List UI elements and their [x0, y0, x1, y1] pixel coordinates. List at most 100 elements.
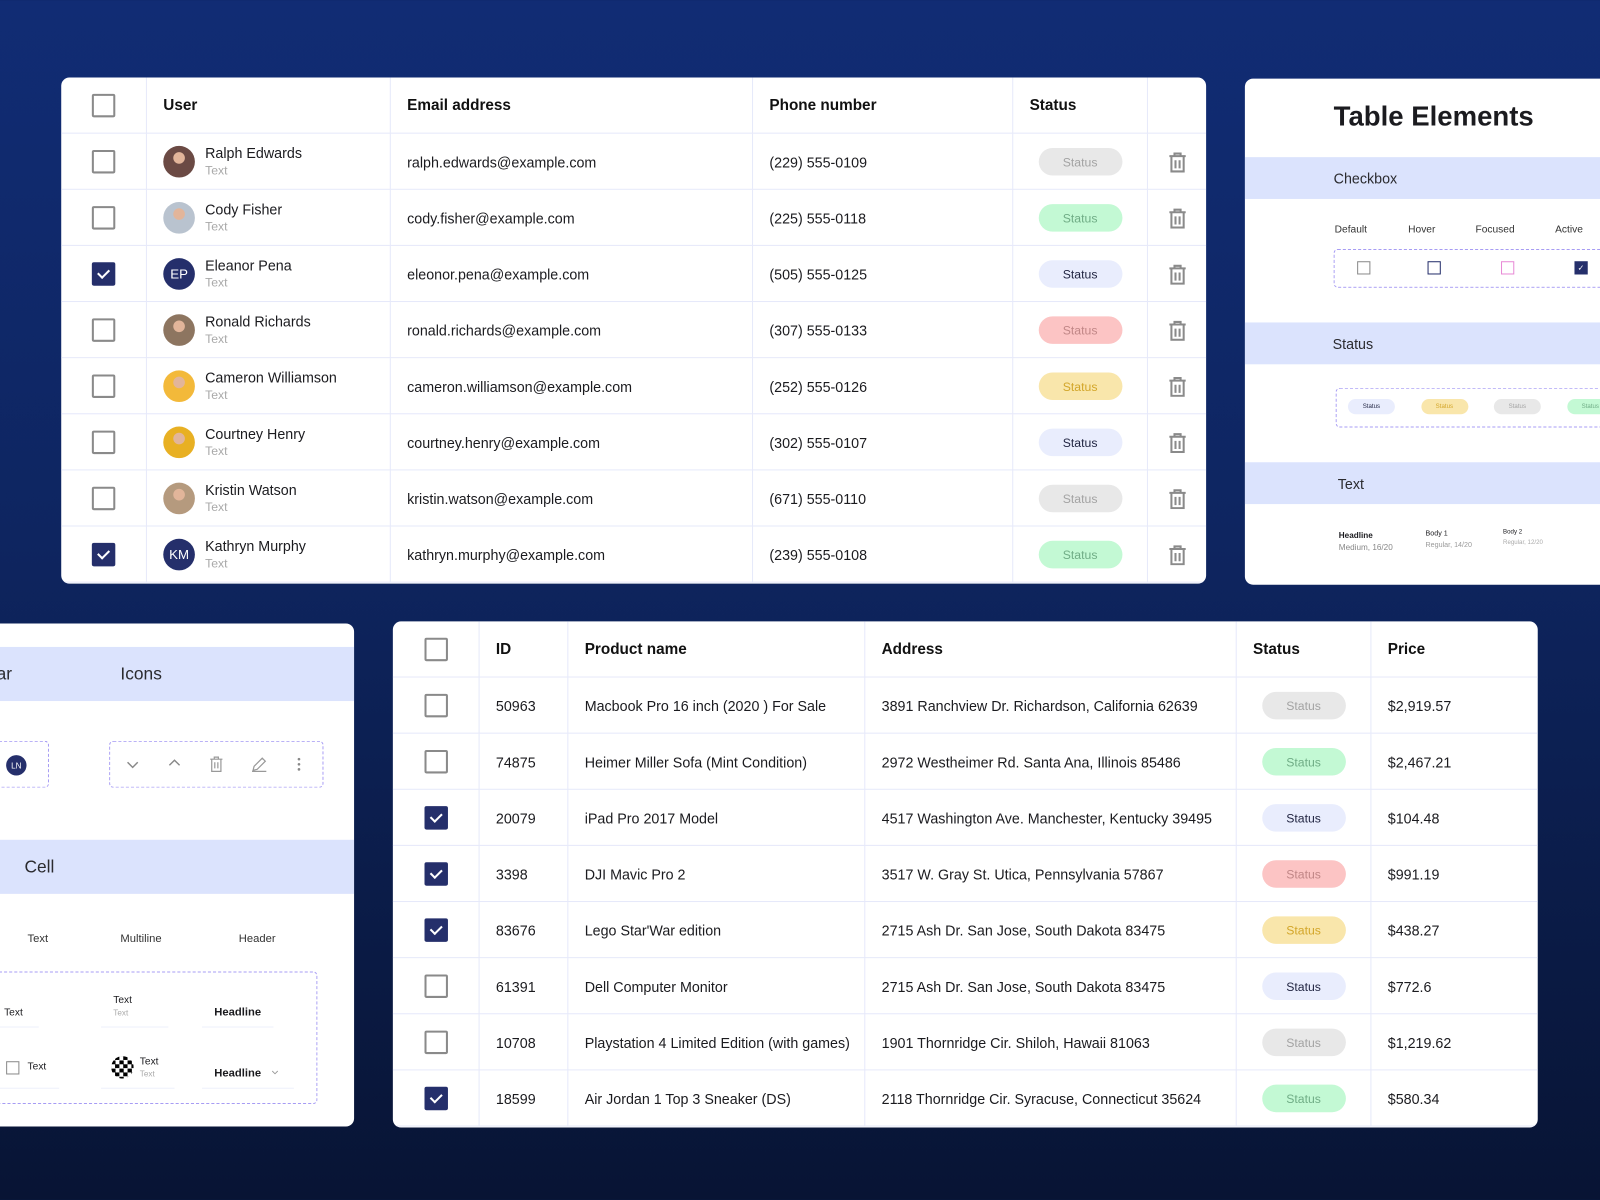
status-samples-group: Status Status Status Status — [1335, 387, 1600, 428]
checkbox-active[interactable]: ✓ — [1574, 261, 1588, 275]
checkbox-state-label: Default — [1334, 224, 1368, 236]
select-all-checkbox[interactable] — [91, 93, 116, 118]
row-checkbox[interactable] — [91, 542, 116, 567]
status-badge: Status — [1261, 747, 1346, 776]
status-badge-sample: Status — [1566, 398, 1600, 415]
row-checkbox[interactable] — [91, 206, 116, 230]
row-checkbox[interactable] — [91, 262, 116, 286]
checkbox-state-label: Focused — [1475, 224, 1515, 236]
trash-icon[interactable] — [1168, 432, 1186, 453]
checkbox-hover[interactable] — [1427, 261, 1441, 275]
text-style-headline: Headline Medium, 16/20 — [1339, 531, 1393, 552]
user-name: Eleanor Pena — [205, 256, 292, 273]
status-badge-sample: Status — [1347, 398, 1395, 415]
cell-label: Text — [27, 1061, 47, 1073]
product-id: 10708 — [495, 1034, 536, 1051]
chevron-up-icon[interactable] — [167, 756, 181, 770]
row-checkbox[interactable] — [423, 749, 448, 774]
column-header-status[interactable]: Status — [1029, 96, 1077, 115]
phone: (307) 555-0133 — [769, 321, 868, 339]
row-checkbox[interactable] — [91, 318, 116, 342]
row-checkbox[interactable] — [423, 693, 448, 718]
row-checkbox[interactable] — [91, 486, 116, 511]
column-header-product-name[interactable]: Product name — [584, 640, 687, 659]
row-checkbox[interactable] — [91, 149, 116, 174]
column-header-user[interactable]: User — [163, 96, 198, 115]
product-name: Heimer Miller Sofa (Mint Condition) — [584, 753, 807, 770]
column-header-id[interactable]: ID — [495, 640, 512, 659]
row-checkbox[interactable] — [91, 430, 116, 455]
price: $2,919.57 — [1387, 697, 1452, 714]
cell-header-dropdown[interactable]: Headline — [202, 1048, 294, 1089]
status-badge: Status — [1038, 204, 1122, 232]
address: 3517 W. Gray St. Utica, Pennsylvania 578… — [881, 865, 1164, 883]
row-checkbox[interactable] — [423, 1030, 448, 1055]
table-row: Kristin Watson Text kristin.watson@example… — [61, 470, 1207, 527]
price: $1,219.62 — [1387, 1034, 1452, 1051]
table-row: Cameron Williamson Text cameron.williamson… — [61, 358, 1207, 415]
cell-checkbox[interactable] — [6, 1061, 20, 1075]
product-name: Playstation 4 Limited Edition (with game… — [584, 1034, 850, 1051]
user-subtext: Text — [205, 387, 228, 402]
trash-icon[interactable] — [1168, 264, 1186, 285]
status-badge: Status — [1038, 540, 1122, 569]
phone: (252) 555-0126 — [769, 378, 868, 395]
checkbox-default[interactable] — [1357, 261, 1371, 275]
product-name: DJI Mavic Pro 2 — [584, 865, 686, 883]
select-all-checkbox[interactable] — [423, 637, 448, 662]
trash-icon[interactable] — [1168, 376, 1186, 397]
product-name: Air Jordan 1 Top 3 Sneaker (DS) — [584, 1090, 791, 1107]
products-table-card: ID Product name Address Status Price 50963 Mac… — [392, 621, 1538, 1128]
avatar-photo — [163, 482, 195, 515]
address: 2118 Thornridge Cir. Syracuse, Connectic… — [881, 1090, 1202, 1107]
checkbox-state-label: Hover — [1408, 224, 1436, 236]
cell-header-text: Headline — [214, 1067, 262, 1080]
checkbox-state-label: Active — [1555, 224, 1583, 236]
price: $991.19 — [1387, 865, 1440, 883]
row-checkbox[interactable] — [423, 1086, 448, 1111]
cell-section-header: Cell — [0, 839, 355, 894]
column-header-price[interactable]: Price — [1387, 640, 1426, 659]
pencil-icon[interactable] — [251, 756, 267, 773]
user-name: Kathryn Murphy — [205, 537, 306, 554]
row-checkbox[interactable] — [423, 974, 448, 998]
row-checkbox[interactable] — [423, 862, 448, 886]
trash-icon[interactable] — [1168, 544, 1186, 565]
table-row: 74875 Heimer Miller Sofa (Mint Condition)… — [392, 733, 1538, 790]
user-subtext: Text — [205, 443, 228, 458]
table-row: 10708 Playstation 4 Limited Edition (with… — [392, 1014, 1538, 1071]
column-header-status[interactable]: Status — [1253, 640, 1300, 659]
product-id: 18599 — [495, 1090, 536, 1107]
chevron-down-icon[interactable] — [126, 757, 140, 771]
trash-icon[interactable] — [1168, 320, 1186, 341]
trash-icon[interactable] — [209, 756, 223, 773]
address: 2972 Westheimer Rd. Santa Ana, Illinois … — [881, 753, 1181, 770]
checkbox-focused[interactable] — [1501, 261, 1515, 275]
price: $2,467.21 — [1387, 753, 1452, 770]
product-id: 83676 — [495, 921, 536, 939]
status-badge: Status — [1038, 316, 1122, 344]
user-subtext: Text — [205, 274, 228, 290]
table-header-row: ID Product name Address Status Price — [392, 621, 1538, 678]
product-id: 61391 — [495, 978, 536, 995]
row-checkbox[interactable] — [423, 918, 448, 942]
cell-multiline: Text Text — [101, 987, 169, 1028]
column-header-address[interactable]: Address — [881, 640, 943, 659]
avatar-photo — [163, 145, 195, 178]
column-header-phone[interactable]: Phone number — [769, 96, 877, 115]
more-vertical-icon[interactable] — [296, 756, 302, 772]
table-row: 83676 Lego Star'War edition 2715 Ash Dr. S… — [392, 902, 1538, 959]
avatar-icons-header: Avatar Icons — [0, 646, 355, 702]
trash-icon[interactable] — [1168, 488, 1186, 509]
row-checkbox[interactable] — [423, 806, 448, 830]
text-style-body2: Body 2 Regular, 12/20 — [1503, 530, 1543, 546]
user-name: Cameron Williamson — [205, 368, 337, 386]
column-header-email[interactable]: Email address — [407, 96, 511, 115]
text-style-name: Body 2 — [1503, 529, 1523, 536]
price: $104.48 — [1387, 809, 1440, 827]
trash-icon[interactable] — [1168, 208, 1186, 229]
trash-icon[interactable] — [1168, 152, 1186, 172]
row-checkbox[interactable] — [91, 374, 116, 398]
text-style-name: Body 1 — [1425, 530, 1448, 538]
